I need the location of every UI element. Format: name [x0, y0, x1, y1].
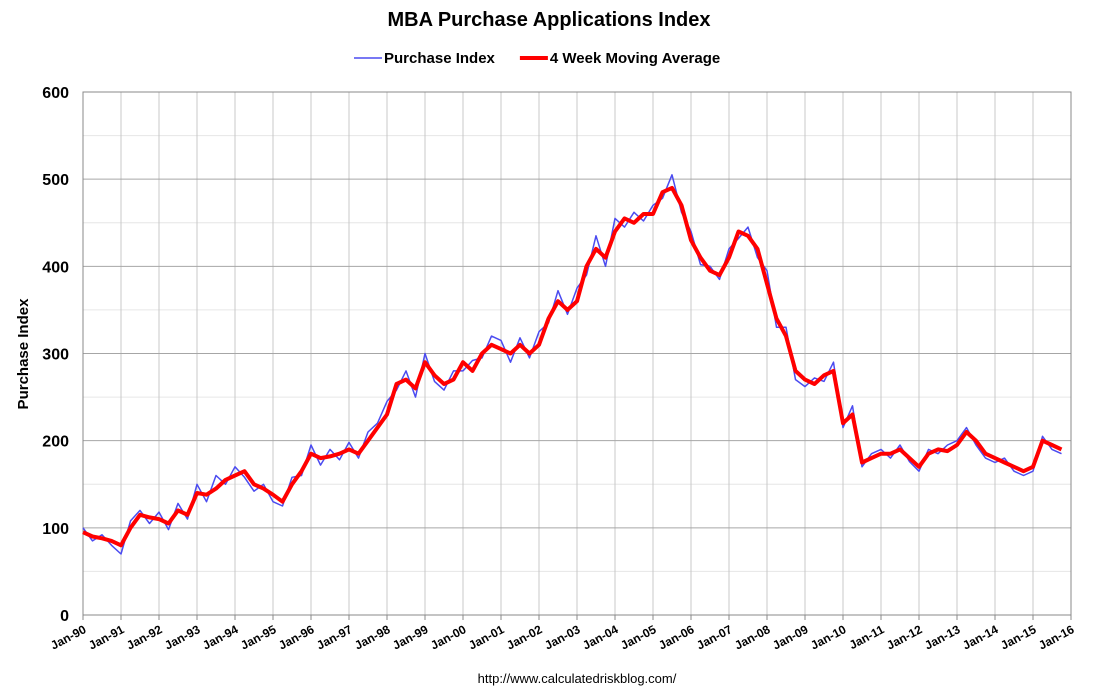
- x-tick-label: Jan-93: [162, 622, 202, 652]
- x-tick-label: Jan-95: [238, 622, 278, 652]
- x-tick-label: Jan-99: [390, 622, 430, 652]
- x-tick-label: Jan-16: [1036, 622, 1076, 652]
- x-tick-label: Jan-04: [580, 622, 620, 652]
- x-tick-label: Jan-94: [200, 622, 240, 652]
- x-tick-label: Jan-92: [124, 622, 164, 652]
- x-tick-label: Jan-98: [352, 622, 392, 652]
- legend-label: 4 Week Moving Average: [550, 50, 720, 67]
- x-tick-label: Jan-10: [808, 622, 848, 652]
- x-tick-label: Jan-09: [770, 622, 810, 652]
- y-tick-label: 500: [42, 172, 69, 189]
- x-tick-label: Jan-01: [466, 622, 506, 652]
- x-tick-label: Jan-11: [847, 622, 887, 652]
- x-tick-label: Jan-07: [694, 622, 734, 652]
- x-tick-label: Jan-02: [504, 622, 544, 652]
- y-tick-label: 0: [60, 608, 69, 625]
- y-tick-label: 200: [42, 434, 69, 451]
- x-tick-label: Jan-03: [542, 622, 582, 652]
- series-line: [82, 174, 1062, 555]
- x-tick-label: Jan-14: [960, 622, 1000, 652]
- x-tick-label: Jan-08: [732, 622, 772, 652]
- y-tick-label: 600: [42, 85, 69, 102]
- x-tick-label: Jan-90: [48, 622, 88, 652]
- y-tick-label: 400: [42, 259, 69, 276]
- y-axis-label: Purchase Index: [15, 298, 32, 410]
- chart-title: MBA Purchase Applications Index: [387, 9, 710, 31]
- x-tick-label: Jan-05: [618, 622, 658, 652]
- plot-frame: [82, 91, 1072, 616]
- y-tick-label: 100: [42, 521, 69, 538]
- x-tick-label: Jan-97: [314, 622, 354, 652]
- series-line: [82, 185, 1063, 548]
- x-tick-label: Jan-91: [86, 622, 126, 652]
- source-url: http://www.calculatedriskblog.com/: [478, 671, 677, 686]
- x-tick-label: Jan-96: [276, 622, 316, 652]
- x-tick-label: Jan-06: [656, 622, 696, 652]
- x-tick-label: Jan-13: [922, 622, 962, 652]
- legend-label: Purchase Index: [384, 50, 496, 67]
- x-tick-label: Jan-15: [998, 622, 1038, 652]
- x-tick-label: Jan-00: [428, 622, 468, 652]
- x-tick-label: Jan-12: [884, 622, 924, 652]
- y-tick-label: 300: [42, 347, 69, 364]
